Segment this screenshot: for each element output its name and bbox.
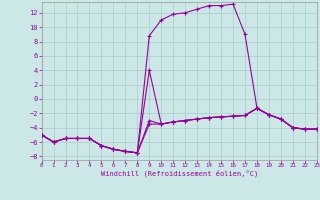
X-axis label: Windchill (Refroidissement éolien,°C): Windchill (Refroidissement éolien,°C) xyxy=(100,170,258,177)
